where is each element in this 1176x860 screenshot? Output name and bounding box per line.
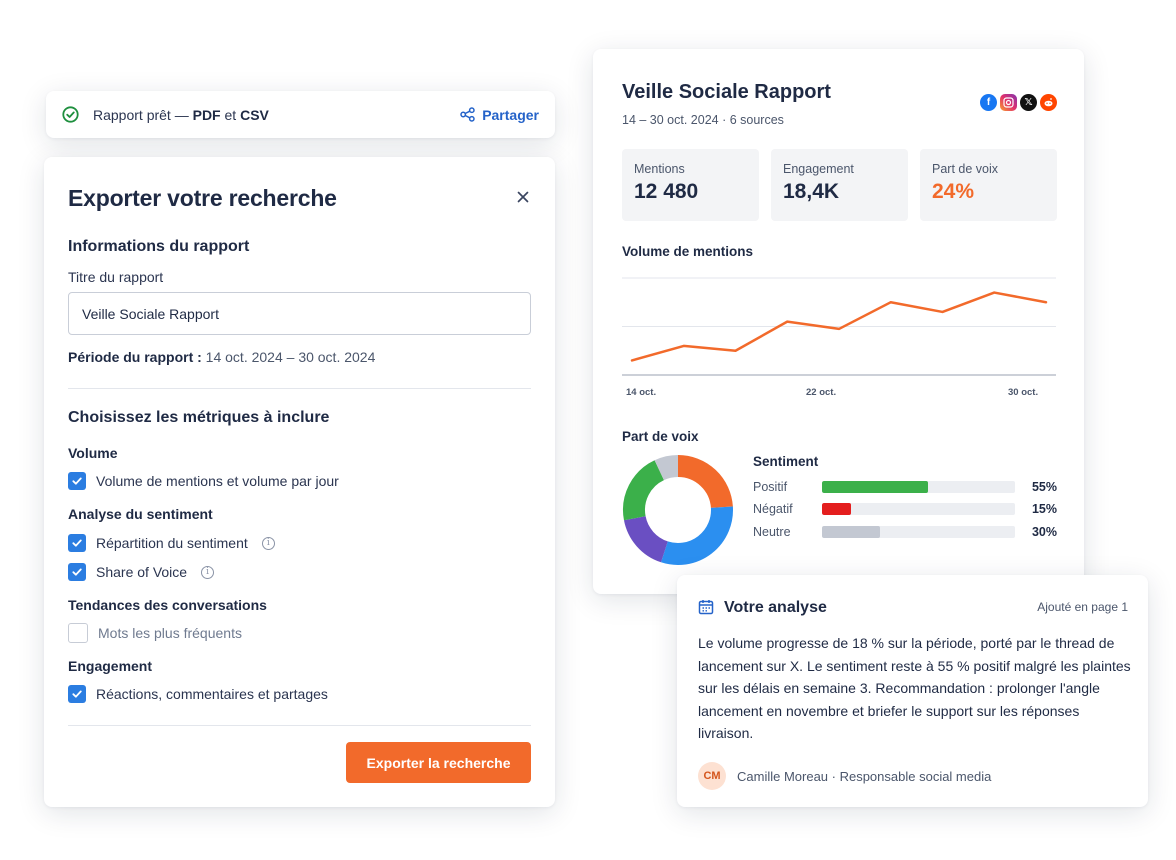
share-of-voice-donut <box>623 455 733 565</box>
x-tick-label: 30 oct. <box>1008 387 1039 398</box>
info-icon[interactable]: i <box>261 536 275 550</box>
sentiment-value: 30% <box>1031 525 1057 539</box>
report-period: Période du rapport : 14 oct. 2024 – 30 o… <box>68 349 375 365</box>
sentiment-row-neutral: Neutre 30% <box>753 523 1057 541</box>
donut-slice <box>654 455 679 481</box>
sentiment-bar-fill <box>822 526 880 538</box>
kpi-value: 12 480 <box>634 180 699 203</box>
x-tick-label: 14 oct. <box>626 387 657 398</box>
title-field-label: Titre du rapport <box>68 269 164 285</box>
avatar: CM <box>698 762 726 790</box>
toast-message: Rapport prêt — PDF et CSV <box>93 106 269 123</box>
x-icon: 𝕏 <box>1020 94 1037 111</box>
mentions-series-line <box>630 291 1048 362</box>
metrics-section-heading: Choisissez les métriques à inclure <box>68 409 330 426</box>
donut-slice <box>677 455 733 509</box>
analysis-text: Le volume progresse de 18 % sur la pério… <box>698 635 1131 742</box>
info-icon[interactable]: i <box>201 565 215 579</box>
calendar-icon <box>698 599 714 615</box>
kpi-label: Mentions <box>634 162 685 176</box>
checkbox-unchecked[interactable] <box>68 623 88 643</box>
format-pdf: PDF <box>192 106 221 123</box>
reddit-icon <box>1040 94 1057 111</box>
kpi-mentions: Mentions 12 480 <box>622 149 759 221</box>
sentiment-bar <box>822 503 1015 515</box>
group-trends: Tendances des conversations <box>68 597 267 613</box>
author-name: Camille Moreau · Responsable social medi… <box>737 768 992 784</box>
sentiment-value: 55% <box>1031 480 1057 494</box>
kpi-share-of-voice: Part de voix 24% <box>920 149 1057 221</box>
checkbox-checked[interactable] <box>68 472 86 490</box>
option-sentiment-split[interactable]: Répartition du sentiment i <box>68 534 275 552</box>
sentiment-row-positive: Positif 55% <box>753 478 1057 496</box>
option-mentions[interactable]: Volume de mentions et volume par jour <box>68 472 339 490</box>
divider <box>68 725 531 726</box>
period-label: Période du rapport : <box>68 349 202 365</box>
sentiment-label: Neutre <box>753 525 791 539</box>
close-icon[interactable] <box>515 189 531 205</box>
option-label: Share of Voice <box>96 564 188 580</box>
share-chart-title: Part de voix <box>622 429 699 444</box>
checkbox-checked[interactable] <box>68 563 86 581</box>
sentiment-label: Négatif <box>753 502 793 516</box>
kpi-engagement: Engagement 18,4K <box>771 149 908 221</box>
facebook-icon: f <box>980 94 997 111</box>
info-section-heading: Informations du rapport <box>68 238 250 255</box>
sentiment-bar <box>822 526 1015 538</box>
period-value: 14 oct. 2024 – 30 oct. 2024 <box>201 349 376 365</box>
donut-slice <box>623 460 665 521</box>
share-icon <box>460 107 475 122</box>
x-tick-label: 22 oct. <box>806 387 837 398</box>
group-sentiment: Analyse du sentiment <box>68 506 213 522</box>
analysis-card: Votre analyse Ajouté en page 1 Le volume… <box>677 575 1148 807</box>
option-label: Mots les plus fréquents <box>98 625 242 641</box>
option-reactions[interactable]: Réactions, commentaires et partages <box>68 685 328 703</box>
divider <box>68 388 531 389</box>
donut-slice <box>623 515 669 563</box>
analysis-author: CM Camille Moreau · Responsable social m… <box>698 762 991 790</box>
sentiment-bar-fill <box>822 503 851 515</box>
kpi-value: 18,4K <box>783 180 840 203</box>
report-title-input[interactable]: Veille Sociale Rapport <box>68 292 531 335</box>
kpi-value: 24% <box>932 180 975 203</box>
sentiment-bar <box>822 481 1015 493</box>
social-sources: f 𝕏 <box>980 94 1057 111</box>
analysis-title: Votre analyse <box>724 599 827 616</box>
kpi-label: Engagement <box>783 162 854 176</box>
option-label: Réactions, commentaires et partages <box>96 686 328 702</box>
sentiment-bar-fill <box>822 481 929 493</box>
sentiment-label: Positif <box>753 480 788 494</box>
panel-title: Exporter votre recherche <box>68 185 337 211</box>
instagram-icon <box>1000 94 1017 111</box>
checkbox-checked[interactable] <box>68 685 86 703</box>
option-label: Répartition du sentiment <box>96 535 248 551</box>
option-share-of-voice[interactable]: Share of Voice i <box>68 563 215 581</box>
report-subtitle: 14 – 30 oct. 2024 · 6 sources <box>622 113 784 127</box>
mentions-line-chart <box>622 277 1056 376</box>
sentiment-row-negative: Négatif 15% <box>753 500 1057 518</box>
sentiment-value: 15% <box>1031 502 1057 516</box>
donut-slice <box>661 506 733 565</box>
option-frequent-words[interactable]: Mots les plus fréquents <box>68 623 242 643</box>
group-volume: Volume <box>68 445 118 461</box>
share-button[interactable]: Partager <box>460 107 539 123</box>
group-engagement: Engagement <box>68 658 153 674</box>
share-label: Partager <box>482 106 539 123</box>
format-csv: CSV <box>240 106 269 123</box>
sentiment-title: Sentiment <box>753 454 819 469</box>
report-preview-card: Veille Sociale Rapport 14 – 30 oct. 2024… <box>593 49 1084 594</box>
export-button[interactable]: Exporter la recherche <box>346 742 531 783</box>
export-panel: Exporter votre recherche Informations du… <box>44 157 555 807</box>
check-circle-icon <box>62 106 79 123</box>
export-ready-toast: Rapport prêt — PDF et CSV Partager <box>46 91 555 138</box>
added-on-page: Ajouté en page 1 <box>1037 600 1128 614</box>
report-title: Veille Sociale Rapport <box>622 81 831 103</box>
volume-chart-title: Volume de mentions <box>622 244 754 259</box>
option-label: Volume de mentions et volume par jour <box>96 473 339 489</box>
checkbox-checked[interactable] <box>68 534 86 552</box>
report-title-value: Veille Sociale Rapport <box>82 305 219 322</box>
kpi-label: Part de voix <box>932 162 999 176</box>
